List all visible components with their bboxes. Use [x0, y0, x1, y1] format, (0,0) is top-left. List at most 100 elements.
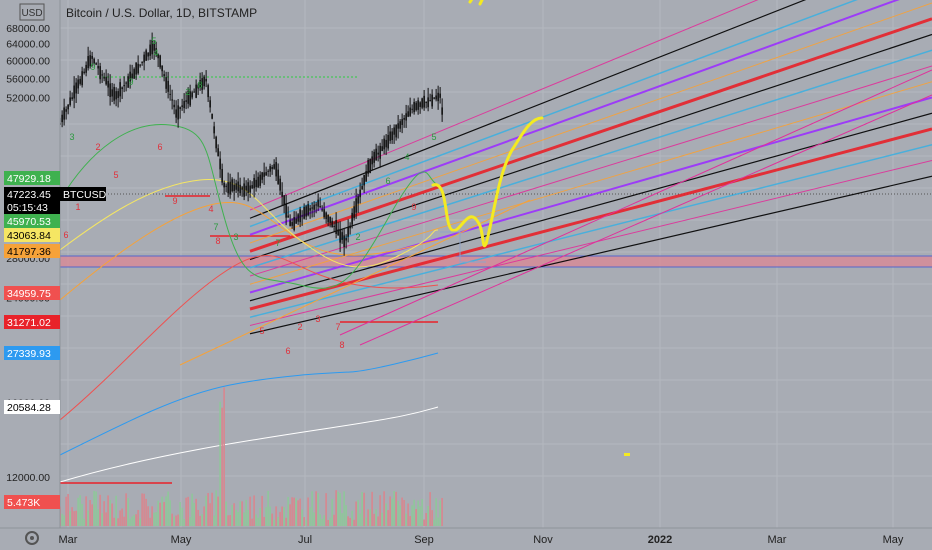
- volume-bar: [375, 509, 377, 526]
- channel-line: [249, 175, 932, 335]
- candle-body: [311, 207, 313, 209]
- candle-body: [353, 206, 355, 219]
- counter-label: 7: [275, 238, 280, 248]
- candle-body: [61, 114, 63, 123]
- candle-body: [403, 117, 405, 120]
- candle-body: [197, 85, 199, 89]
- candle-body: [237, 181, 239, 192]
- price-scale[interactable]: 68000.00 64000.00 60000.00 56000.00 52000.00…: [0, 0, 107, 528]
- volume-bar: [275, 506, 277, 526]
- candle-body: [239, 184, 241, 194]
- volume-bar: [117, 518, 119, 526]
- volume-bar: [387, 510, 389, 526]
- candle-body: [385, 139, 387, 148]
- price-label-badge: [4, 214, 60, 228]
- time-axis[interactable]: [0, 528, 932, 550]
- volume-bar: [181, 507, 183, 526]
- time-axis-label: May: [883, 534, 904, 546]
- candle-body: [373, 151, 375, 163]
- counter-label: 3: [315, 314, 320, 324]
- candle-body: [71, 97, 73, 100]
- candle-body: [407, 111, 409, 117]
- candle-body: [205, 79, 207, 82]
- candle-body: [105, 76, 107, 85]
- candle-body: [397, 123, 399, 129]
- counter-label: 2: [95, 142, 100, 152]
- volume-bar: [167, 491, 169, 526]
- candle-body: [195, 84, 197, 98]
- candle-body: [291, 222, 293, 226]
- candle-body: [235, 183, 237, 190]
- candle-body: [113, 86, 115, 101]
- time-axis-label: 2022: [648, 534, 672, 546]
- volume-bar: [155, 512, 157, 526]
- volume-bar: [89, 500, 91, 526]
- volume-bar: [85, 496, 87, 526]
- candle-body: [321, 209, 323, 211]
- counter-label: 8: [215, 236, 220, 246]
- candle-body: [123, 84, 125, 87]
- price-label-badge: [4, 400, 60, 414]
- volume-bar: [437, 517, 439, 526]
- candle-body: [351, 212, 353, 225]
- candle-body: [111, 89, 113, 97]
- candle-body: [367, 159, 369, 174]
- volume-bar: [231, 504, 233, 526]
- candle-body: [441, 107, 443, 115]
- volume-bar: [255, 514, 257, 526]
- volume-bar: [343, 491, 345, 526]
- volume-bar: [147, 506, 149, 526]
- volume-bar: [273, 519, 275, 526]
- candle-body: [303, 206, 305, 219]
- volume-bar: [101, 513, 103, 526]
- candle-body: [423, 95, 425, 108]
- candle-body: [283, 195, 285, 205]
- volume-bar: [127, 498, 129, 526]
- counter-label: 3: [69, 132, 74, 142]
- volume-bar: [131, 516, 133, 526]
- volume-bar: [123, 516, 125, 526]
- volume-bar: [433, 519, 435, 526]
- volume-bar: [67, 493, 69, 526]
- candle-body: [269, 166, 271, 172]
- volume-bar: [151, 506, 153, 526]
- channel-line: [249, 127, 932, 311]
- volume-bar: [95, 491, 97, 526]
- volume-bar: [415, 509, 417, 526]
- candle-body: [331, 220, 333, 228]
- candle-body: [249, 185, 251, 193]
- volume-bar: [179, 502, 181, 526]
- volume-bar: [195, 498, 197, 526]
- volume-bar: [205, 495, 207, 526]
- candle-body: [339, 229, 341, 243]
- volume-bar: [431, 510, 433, 526]
- volume-bar: [405, 513, 407, 526]
- candle-body: [163, 74, 165, 76]
- candle-body: [219, 158, 221, 170]
- moving-averages: [59, 123, 439, 483]
- volume-bar: [237, 511, 239, 526]
- volume-bar: [371, 491, 373, 526]
- price-tick-label: 56000.00: [6, 73, 50, 85]
- volume-bar: [233, 503, 235, 526]
- candle-body: [233, 184, 235, 192]
- volume-bar: [145, 498, 147, 526]
- candle-body: [155, 48, 157, 55]
- candle-body: [427, 97, 429, 108]
- currency-badge-box[interactable]: [19, 3, 45, 21]
- price-label-text: 31271.02: [7, 317, 51, 329]
- volume-bar: [353, 519, 355, 526]
- volume-bar: [441, 497, 443, 526]
- time-axis-label: Mar: [59, 534, 78, 546]
- candle-body: [217, 148, 219, 157]
- ma-red-line: [59, 255, 439, 421]
- volume-bar: [413, 499, 415, 526]
- volume-bar: [291, 497, 293, 526]
- volume-bar: [153, 512, 155, 526]
- settings-gear-icon[interactable]: [25, 531, 39, 545]
- candle-body: [125, 82, 127, 84]
- candle-body: [141, 61, 143, 63]
- volume-bar: [369, 509, 371, 526]
